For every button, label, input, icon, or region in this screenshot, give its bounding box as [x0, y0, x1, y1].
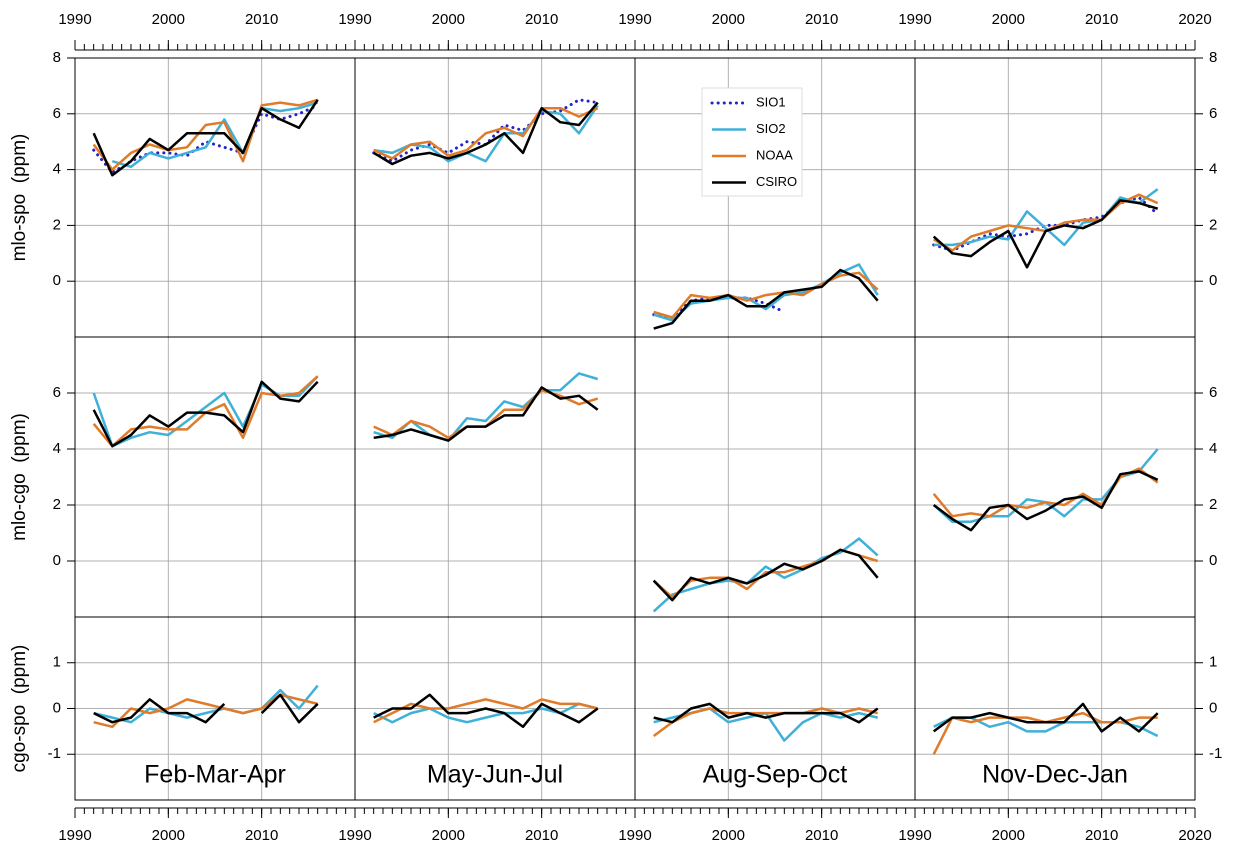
data-line: [932, 199, 1159, 269]
data-line: [92, 98, 319, 171]
x-tick-label: 1990: [618, 11, 651, 28]
y-tick-label: -1: [48, 745, 61, 762]
x-tick-label: 2010: [525, 11, 558, 28]
data-line: [373, 106, 599, 160]
data-line: [93, 693, 319, 724]
data-line: [373, 698, 598, 724]
y-tick-label: 6: [53, 105, 61, 122]
season-label: Nov-Dec-Jan: [982, 761, 1128, 789]
legend-box: [701, 87, 803, 197]
y-tick-label: 1: [1209, 654, 1217, 671]
y-tick-label: 1: [53, 654, 61, 671]
x-tick-label: 2020: [1178, 827, 1211, 844]
data-line: [92, 380, 319, 448]
x-tick-label: 1990: [898, 827, 931, 844]
x-tick-label: 2010: [1085, 11, 1118, 28]
x-tick-label: 1990: [618, 827, 651, 844]
x-tick-label: 2010: [245, 827, 278, 844]
data-line: [92, 375, 319, 448]
y-tick-label: 2: [53, 216, 61, 233]
x-tick-label: 2010: [805, 827, 838, 844]
data-line: [92, 103, 320, 174]
x-tick-label: 2000: [432, 827, 465, 844]
y-tick-label: 0: [53, 552, 61, 569]
y-tick-label: 0: [53, 272, 61, 289]
y-tick-label: 8: [1209, 49, 1217, 66]
y-tick-label: 0: [53, 699, 61, 716]
y-axis-label: mlo-cgo (ppm): [9, 413, 30, 541]
y-axis-label: mlo-spo (ppm): [9, 134, 30, 262]
y-tick-label: 6: [53, 384, 61, 401]
y-tick-label: 0: [1209, 699, 1217, 716]
data-line: [933, 188, 1159, 247]
season-label: Feb-Mar-Apr: [144, 761, 286, 789]
x-tick-label: 1990: [338, 11, 371, 28]
y-tick-label: 8: [53, 49, 61, 66]
y-tick-label: 6: [1209, 384, 1217, 401]
x-tick-label: 2000: [432, 11, 465, 28]
x-tick-label: 2020: [1178, 11, 1211, 28]
data-line: [373, 693, 599, 729]
data-line: [932, 702, 1159, 733]
data-line: [92, 99, 319, 177]
x-tick-label: 2010: [1085, 827, 1118, 844]
legend-label: SIO2: [756, 121, 786, 136]
legend-label: SIO1: [756, 94, 786, 109]
x-tick-label: 1990: [58, 827, 91, 844]
x-tick-label: 2010: [525, 827, 558, 844]
x-tick-label: 1990: [58, 11, 91, 28]
x-tick-label: 1990: [898, 11, 931, 28]
data-line: [652, 548, 879, 602]
x-tick-label: 1990: [338, 827, 371, 844]
x-tick-label: 2000: [152, 827, 185, 844]
data-line: [92, 375, 319, 448]
data-line: [653, 263, 879, 322]
data-line: [932, 467, 1159, 518]
data-line: [653, 268, 879, 330]
legend-label: NOAA: [756, 147, 793, 162]
y-tick-label: 6: [1209, 105, 1217, 122]
y-tick-label: 2: [1209, 216, 1217, 233]
x-tick-label: 2000: [152, 11, 185, 28]
y-tick-label: 0: [1209, 552, 1217, 569]
data-line: [653, 271, 879, 319]
y-tick-label: 4: [1209, 440, 1217, 457]
y-tick-label: 2: [53, 496, 61, 513]
data-line: [111, 101, 319, 169]
data-line: [373, 386, 599, 442]
data-line: [652, 537, 879, 613]
y-tick-label: 4: [53, 440, 61, 457]
data-line: [93, 684, 319, 724]
y-axis-label: cgo-spo (ppm): [9, 645, 30, 773]
data-line: [373, 101, 599, 166]
season-label: May-Jun-Jul: [427, 761, 563, 789]
legend-label: CSIRO: [756, 174, 797, 189]
y-tick-label: 4: [53, 161, 61, 178]
x-tick-label: 2000: [712, 11, 745, 28]
y-tick-label: 4: [1209, 161, 1217, 178]
data-line: [932, 470, 1159, 532]
x-tick-label: 2000: [712, 827, 745, 844]
x-tick-label: 2010: [805, 11, 838, 28]
x-tick-label: 2000: [992, 11, 1025, 28]
data-line: [653, 702, 879, 724]
x-tick-label: 2000: [992, 827, 1025, 844]
y-tick-label: -1: [1209, 745, 1222, 762]
y-tick-label: 2: [1209, 496, 1217, 513]
season-label: Aug-Sep-Oct: [703, 761, 848, 789]
y-tick-label: 0: [1209, 272, 1217, 289]
x-tick-label: 2010: [245, 11, 278, 28]
